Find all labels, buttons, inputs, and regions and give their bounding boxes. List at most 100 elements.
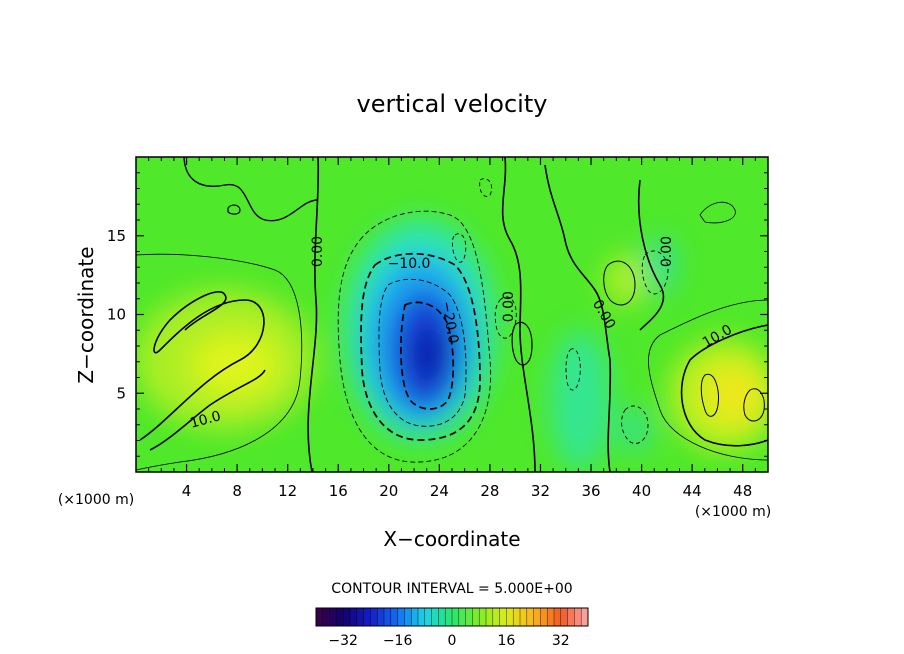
colorbar-segment — [567, 608, 575, 626]
contour-zero-left — [307, 157, 320, 472]
colorbar-segment — [452, 608, 460, 626]
contours — [136, 157, 768, 472]
downdraft-peak — [412, 325, 448, 385]
contour-small-dashed-4 — [451, 233, 467, 263]
contour-label: −20.0 — [438, 300, 461, 345]
contour-neg15 — [378, 278, 467, 427]
colorbar-segment — [554, 608, 562, 626]
colorbar-segment — [479, 608, 487, 626]
contour-upper-right-blob — [699, 201, 736, 224]
colorbar-segment — [363, 608, 371, 626]
colorbar-segment — [438, 608, 446, 626]
contour-label: −10.0 — [388, 256, 431, 272]
y-tick-label: 5 — [116, 384, 126, 402]
contour-zero-top-left — [183, 157, 319, 222]
x-tick-label: 4 — [182, 482, 192, 500]
contour-5-right — [648, 299, 768, 461]
colorbar-ticks: −32 −16 0 16 32 — [328, 633, 569, 649]
colorbar-segment — [560, 608, 568, 626]
contour-small-dashed-6 — [565, 348, 581, 391]
colorbar-segment — [424, 608, 432, 626]
colorbar-segment — [547, 608, 555, 626]
colorbar-segment — [492, 608, 500, 626]
colorbar-tick-label: −32 — [328, 633, 358, 649]
x-tick-label: 48 — [733, 482, 752, 500]
colorbar-segment — [356, 608, 364, 626]
colorbar-frame — [315, 607, 589, 627]
contour-interval-text: CONTOUR INTERVAL = 5.000E+00 — [331, 581, 572, 597]
colorbar — [315, 607, 589, 627]
contour-zero-mid — [544, 164, 612, 472]
contour-zero-center — [501, 157, 536, 472]
contour-5-left — [136, 253, 303, 471]
mid-updraft — [605, 255, 645, 305]
secondary-downdraft — [550, 330, 610, 470]
contour-neg10 — [360, 252, 481, 441]
y-tick-label: 10 — [107, 306, 126, 324]
contour-small-dashed-1 — [641, 250, 669, 295]
x-tick-label: 12 — [278, 482, 297, 500]
contour-10-left — [139, 291, 265, 441]
colorbar-segment — [533, 608, 541, 626]
contour-small-dashed-5 — [494, 296, 517, 339]
colorbar-segment — [486, 608, 494, 626]
contour-15-right-a — [700, 373, 719, 417]
x-axis-title: X−coordinate — [383, 527, 520, 551]
colorbar-segment — [316, 608, 324, 626]
chart-title: vertical velocity — [357, 90, 548, 118]
field-blobs — [136, 220, 768, 470]
colorbar-segment — [472, 608, 480, 626]
colorbar-segment — [445, 608, 453, 626]
x-tick-label: 8 — [232, 482, 242, 500]
colorbar-segment — [329, 608, 337, 626]
x-tick-label: 28 — [480, 482, 499, 500]
colorbar-segment — [506, 608, 514, 626]
contour-15-right-b — [743, 388, 765, 422]
plot-area — [136, 157, 768, 472]
x-tick-label: 36 — [581, 482, 600, 500]
updraft-left-core — [190, 333, 280, 397]
colorbar-tick-label: 0 — [448, 633, 457, 649]
x-tick-label: 44 — [683, 482, 702, 500]
colorbar-segment — [390, 608, 398, 626]
colorbar-segment — [377, 608, 385, 626]
contour-small-dashed-3 — [479, 178, 493, 197]
contour-neg5 — [337, 210, 492, 463]
x-unit-note-left: (×1000 m) — [58, 492, 134, 508]
x-tick-label: 16 — [329, 482, 348, 500]
contour-label: 0.00 — [659, 236, 675, 267]
contour-label: 0.00 — [501, 291, 517, 322]
contour-label: 10.0 — [188, 408, 222, 432]
colorbar-segment — [343, 608, 351, 626]
x-axis: 4 8 12 16 20 24 28 32 36 40 44 48 — [148, 157, 756, 500]
contour-zero-right — [637, 179, 665, 331]
lower-right-down — [621, 408, 649, 452]
colorbar-segment — [499, 608, 507, 626]
colorbar-tick-label: −16 — [383, 633, 413, 649]
colorbar-segment — [418, 608, 426, 626]
contour-label: 0.00 — [310, 236, 326, 267]
contour-small-solid-1 — [511, 321, 533, 366]
contour-10-left-b — [149, 369, 266, 451]
colorbar-segment — [404, 608, 412, 626]
contour-mid-updraft — [603, 260, 636, 306]
colorbar-segment — [520, 608, 528, 626]
x-tick-label: 32 — [531, 482, 550, 500]
colorbar-segment — [322, 608, 330, 626]
colorbar-segment — [574, 608, 582, 626]
colorbar-tick-label: 32 — [552, 633, 570, 649]
y-axis: 5 10 15 — [107, 172, 768, 457]
colorbar-segment — [336, 608, 344, 626]
y-axis-title: Z−coordinate — [74, 246, 98, 383]
x-tick-label: 40 — [632, 482, 651, 500]
right-updraft-core — [707, 367, 763, 423]
colorbar-segment — [581, 608, 589, 626]
contour-neg20 — [400, 301, 455, 410]
colorbar-segment — [384, 608, 392, 626]
x-unit-note-right: (×1000 m) — [695, 504, 771, 520]
colorbar-segment — [526, 608, 534, 626]
colorbar-segment — [540, 608, 548, 626]
colorbar-segment — [465, 608, 473, 626]
x-tick-label: 24 — [430, 482, 449, 500]
